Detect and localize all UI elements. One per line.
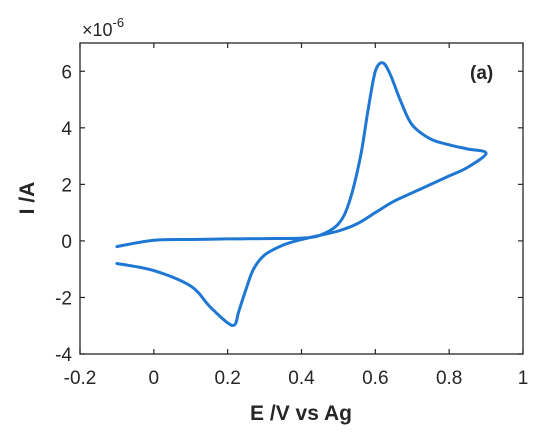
x-tick-label: 0.8 <box>436 368 462 389</box>
x-tick-label: 0.2 <box>214 368 240 389</box>
axis-ticks <box>79 43 524 355</box>
annotation-label: (a) <box>470 63 493 84</box>
series-line <box>115 61 488 328</box>
x-tick-label: 0.4 <box>288 368 315 389</box>
x-axis-title: E /V vs Ag <box>250 402 352 425</box>
plot-frame <box>79 42 524 355</box>
x-tick-label: 0.6 <box>362 368 388 389</box>
y-tick-label: -2 <box>55 288 72 309</box>
x-tick-label: 0 <box>149 368 160 389</box>
y-axis-title: I /A <box>16 182 39 215</box>
x-tick-label: -0.2 <box>64 368 97 389</box>
y-exponent-label: ×10-6 <box>82 15 124 40</box>
y-tick-label: 2 <box>61 175 72 196</box>
y-tick-label: 6 <box>61 62 72 83</box>
y-tick-label: -4 <box>55 345 72 366</box>
x-tick-label: 1 <box>518 368 529 389</box>
axis-tick-labels: -0.2 0 0.2 0.4 0.6 0.8 1 -4 -2 0 2 4 6 <box>55 62 528 389</box>
y-tick-label: 4 <box>61 119 72 140</box>
y-tick-label: 0 <box>61 232 72 253</box>
